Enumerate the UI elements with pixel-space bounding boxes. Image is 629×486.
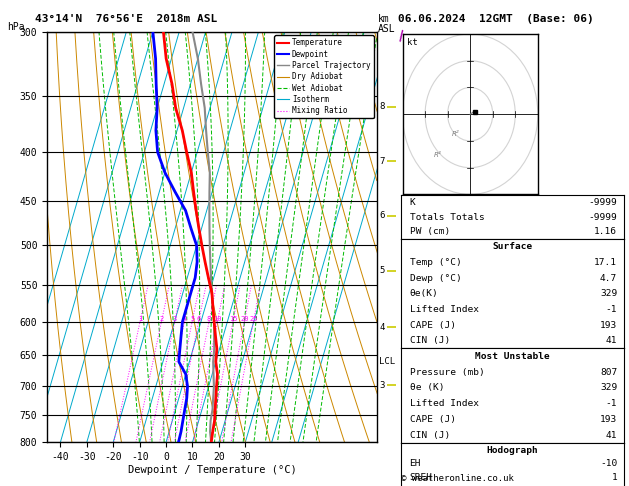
Text: θe (K): θe (K) (409, 383, 444, 393)
Text: \: \ (395, 28, 406, 43)
Text: CAPE (J): CAPE (J) (409, 321, 455, 330)
Text: © weatheronline.co.uk: © weatheronline.co.uk (401, 474, 513, 483)
Text: R⁴: R⁴ (434, 152, 442, 158)
Text: 4: 4 (379, 323, 385, 332)
Text: Hodograph: Hodograph (486, 446, 538, 454)
Text: 329: 329 (600, 289, 617, 298)
Text: R²: R² (452, 131, 460, 137)
Text: PW (cm): PW (cm) (409, 227, 450, 236)
Text: Pressure (mb): Pressure (mb) (409, 367, 484, 377)
Text: Most Unstable: Most Unstable (475, 352, 550, 361)
Text: LCL: LCL (379, 357, 396, 366)
Text: CIN (J): CIN (J) (409, 336, 450, 345)
Text: 193: 193 (600, 415, 617, 424)
Text: 3: 3 (379, 381, 385, 390)
Text: 41: 41 (606, 336, 617, 345)
Text: SREH: SREH (409, 473, 433, 482)
Text: CIN (J): CIN (J) (409, 431, 450, 440)
Text: 06.06.2024  12GMT  (Base: 06): 06.06.2024 12GMT (Base: 06) (398, 14, 594, 24)
Text: km: km (377, 14, 389, 24)
Text: 17.1: 17.1 (594, 258, 617, 267)
Text: 329: 329 (600, 383, 617, 393)
Text: -9999: -9999 (589, 198, 617, 207)
Text: 8: 8 (379, 102, 385, 111)
Text: Totals Totals: Totals Totals (409, 213, 484, 222)
Text: 1.16: 1.16 (594, 227, 617, 236)
Text: -9999: -9999 (589, 213, 617, 222)
Text: Temp (°C): Temp (°C) (409, 258, 461, 267)
Text: 10: 10 (213, 316, 221, 322)
Text: 1: 1 (138, 316, 142, 322)
Text: Lifted Index: Lifted Index (409, 399, 479, 408)
Text: 43°14'N  76°56'E  2018m ASL: 43°14'N 76°56'E 2018m ASL (35, 14, 217, 24)
Text: 4.7: 4.7 (600, 274, 617, 283)
Text: 5: 5 (379, 266, 385, 275)
Text: ASL: ASL (377, 24, 395, 35)
Legend: Temperature, Dewpoint, Parcel Trajectory, Dry Adiobat, Wet Adiobat, Isotherm, Mi: Temperature, Dewpoint, Parcel Trajectory… (274, 35, 374, 118)
Text: 807: 807 (600, 367, 617, 377)
Text: EH: EH (409, 459, 421, 468)
Text: 7: 7 (379, 157, 385, 166)
Text: 8: 8 (207, 316, 211, 322)
Text: 4: 4 (182, 316, 187, 322)
Text: 193: 193 (600, 321, 617, 330)
Text: kt: kt (407, 38, 418, 47)
Text: 5: 5 (190, 316, 194, 322)
Text: 3: 3 (172, 316, 177, 322)
Text: 15: 15 (229, 316, 237, 322)
Text: θe(K): θe(K) (409, 289, 438, 298)
Text: 25: 25 (249, 316, 258, 322)
Text: -10: -10 (600, 459, 617, 468)
X-axis label: Dewpoint / Temperature (°C): Dewpoint / Temperature (°C) (128, 465, 297, 475)
Text: 20: 20 (240, 316, 248, 322)
Text: 41: 41 (606, 431, 617, 440)
Text: 6: 6 (196, 316, 201, 322)
Text: Dewp (°C): Dewp (°C) (409, 274, 461, 283)
Text: Surface: Surface (493, 243, 532, 251)
Text: 1: 1 (611, 473, 617, 482)
Text: CAPE (J): CAPE (J) (409, 415, 455, 424)
Text: 6: 6 (379, 211, 385, 221)
Text: 2: 2 (159, 316, 164, 322)
Text: -1: -1 (606, 399, 617, 408)
Text: -1: -1 (606, 305, 617, 314)
Text: hPa: hPa (8, 22, 25, 32)
Text: Lifted Index: Lifted Index (409, 305, 479, 314)
Text: K: K (409, 198, 415, 207)
